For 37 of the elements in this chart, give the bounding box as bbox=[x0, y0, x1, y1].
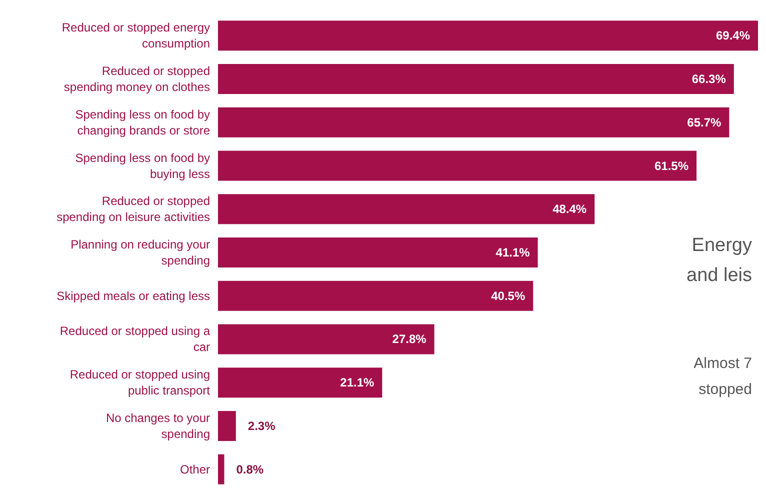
bar bbox=[218, 368, 382, 398]
annotation: stopped bbox=[698, 381, 752, 398]
data-label: 40.5% bbox=[491, 288, 526, 303]
y-tick-label: Reduced or stopped spending on leisure activities bbox=[56, 194, 210, 224]
bar bbox=[218, 107, 730, 138]
annotation: and leis bbox=[686, 265, 752, 286]
y-tick-label: Reduced or stopped using public transport bbox=[70, 368, 211, 398]
y-tick-label: Reduced or stopped using a car bbox=[60, 324, 210, 354]
bar bbox=[218, 280, 534, 311]
y-tick-label: Reduced or stopped energy consumption bbox=[62, 20, 210, 51]
data-label: 27.8% bbox=[392, 332, 427, 346]
y-tick-label: Spending less on food by buying less bbox=[75, 150, 210, 181]
y-tick-label: No changes to your spending bbox=[106, 410, 210, 441]
bar bbox=[218, 194, 595, 224]
bar bbox=[218, 454, 224, 484]
data-label: 69.4% bbox=[716, 28, 750, 43]
y-tick-label: Spending less on food by changing brands or store bbox=[75, 107, 210, 138]
data-label: 65.7% bbox=[687, 115, 722, 130]
annotation: Almost 7 bbox=[694, 355, 752, 372]
data-label: 21.1% bbox=[340, 376, 375, 390]
bar bbox=[218, 238, 538, 268]
bar bbox=[218, 64, 734, 94]
data-label: 41.1% bbox=[496, 246, 530, 260]
bar bbox=[218, 150, 697, 181]
data-label: 0.8% bbox=[236, 462, 264, 476]
bar bbox=[218, 20, 758, 51]
data-label: 61.5% bbox=[654, 158, 689, 173]
data-label: 48.4% bbox=[552, 202, 587, 216]
data-label: 2.3% bbox=[248, 418, 276, 433]
bar bbox=[218, 324, 434, 354]
y-tick-label: Skipped meals or eating less bbox=[56, 288, 210, 303]
y-tick-label: Reduced or stopped spending money on clothes bbox=[64, 64, 210, 94]
y-tick-label: Other bbox=[180, 462, 210, 476]
data-label: 66.3% bbox=[692, 72, 726, 86]
bar bbox=[218, 410, 236, 441]
annotation: Energy bbox=[692, 235, 752, 256]
y-tick-label: Planning on reducing your spending bbox=[70, 238, 210, 268]
